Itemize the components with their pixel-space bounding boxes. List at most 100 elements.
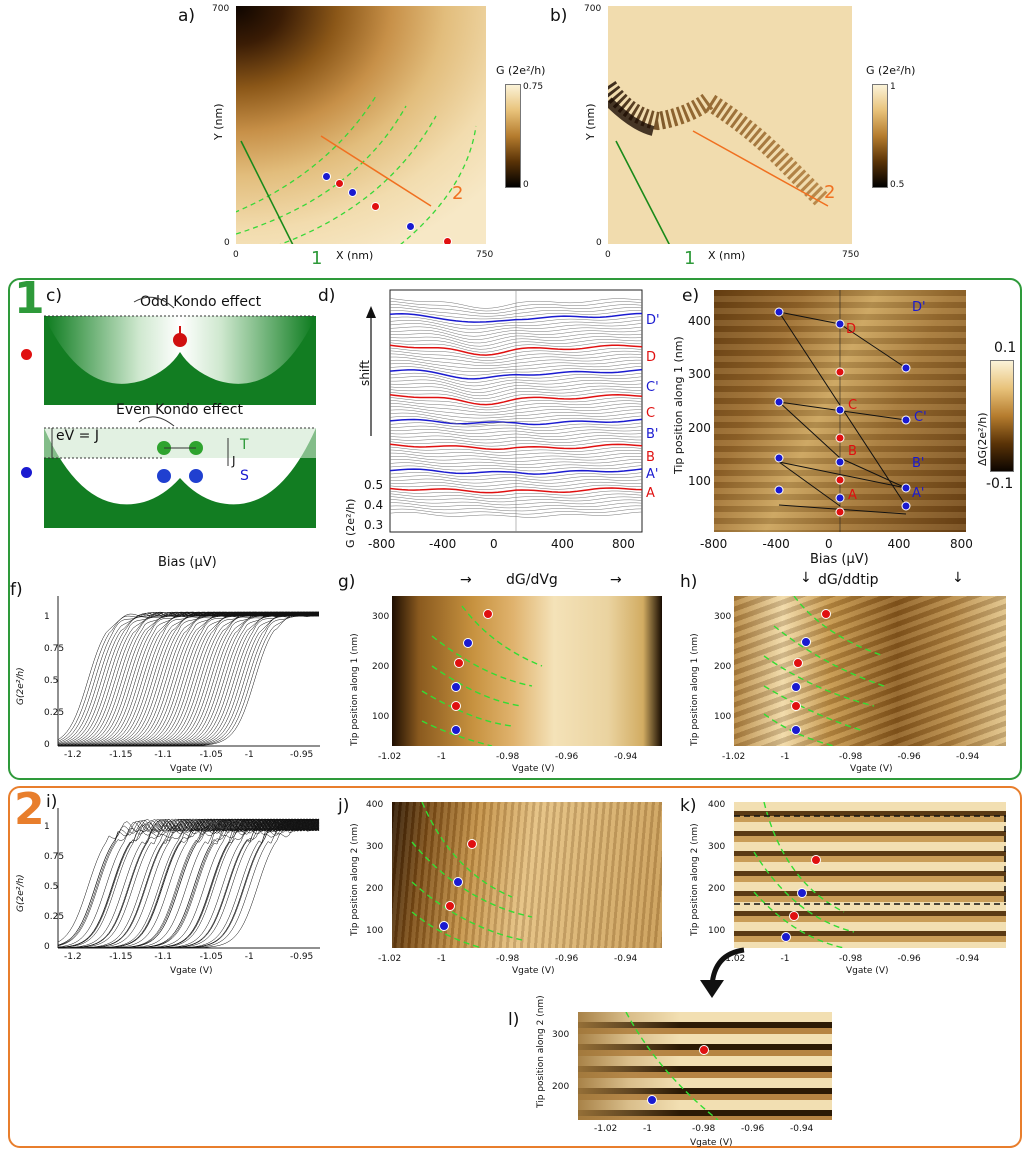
panel-h-title: dG/ddtip bbox=[818, 572, 879, 588]
even-kondo-diagram bbox=[44, 416, 316, 528]
panel-d-trace bbox=[389, 496, 643, 503]
map-a-y1: 700 bbox=[212, 4, 230, 14]
plot-f-curve bbox=[57, 611, 320, 746]
panel-e-cb-bot: -0.1 bbox=[986, 476, 1014, 492]
map-b-x1: 750 bbox=[842, 250, 860, 260]
plot-h-dot bbox=[791, 701, 801, 711]
panel-d-trace bbox=[389, 499, 643, 506]
plot-j-dot bbox=[439, 921, 449, 931]
panel-d-trace bbox=[389, 505, 643, 512]
panel-d-trace bbox=[389, 353, 643, 364]
panel-i-ytick: 0.25 bbox=[44, 912, 65, 922]
panel-d-trace bbox=[389, 475, 643, 481]
plot-k-dot bbox=[781, 932, 791, 942]
panel-j-overlay bbox=[411, 802, 533, 948]
map-a-colorbar bbox=[505, 84, 521, 188]
panel-d-trace-label: D bbox=[646, 350, 657, 365]
panel-e-cb-top: 0.1 bbox=[994, 340, 1017, 356]
plot-h-dot bbox=[791, 725, 801, 735]
panel-g-xtick: -1 bbox=[437, 752, 446, 762]
panel-d-trace bbox=[389, 376, 643, 387]
map-b-y1: 700 bbox=[584, 4, 602, 14]
plot-g-dot bbox=[451, 701, 461, 711]
panel-g-xtick: -0.94 bbox=[614, 752, 638, 762]
panel-f-plot bbox=[57, 596, 320, 747]
plot-g-dot bbox=[454, 658, 464, 668]
plot-i-curve bbox=[57, 819, 320, 949]
plot-f-curve bbox=[57, 611, 320, 747]
panel-h-ytick: 200 bbox=[714, 662, 732, 672]
panel-g-xtick: -0.96 bbox=[555, 752, 579, 762]
panel-d-trace bbox=[389, 418, 643, 426]
panel-h-ytick: 300 bbox=[714, 612, 732, 622]
panel-h-map bbox=[734, 596, 1006, 746]
map-a-line2-label: 2 bbox=[452, 183, 464, 204]
panel-d-trace bbox=[389, 443, 643, 451]
plot-g-dot bbox=[483, 609, 493, 619]
plot-f-curve bbox=[58, 611, 320, 747]
even-kondo-s: S bbox=[240, 468, 249, 484]
plot-f-curve bbox=[58, 611, 320, 747]
plot-f-curve bbox=[58, 611, 320, 747]
panel-d-trace bbox=[389, 465, 643, 472]
panel-label-b: b) bbox=[550, 6, 568, 26]
panel-e-point-label: A bbox=[848, 488, 857, 503]
plot-f-curve bbox=[58, 611, 320, 747]
plot-h-dot bbox=[801, 637, 811, 647]
panel-f-ylabel: G(2e²/h) bbox=[16, 667, 26, 705]
panel-d-trace bbox=[389, 379, 643, 390]
panel-g-xtick: -1.02 bbox=[378, 752, 402, 762]
even-kondo-j: J bbox=[232, 454, 236, 468]
panel-g-overlay bbox=[421, 605, 543, 746]
panel-h-xtick: -0.96 bbox=[897, 752, 921, 762]
panel-d-ylabel: G (2e²/h) bbox=[344, 498, 357, 548]
plot-f-curve bbox=[58, 611, 320, 747]
panel-i-ytick: 0.5 bbox=[44, 882, 59, 892]
plot-f-curve bbox=[57, 611, 320, 747]
plot-f-curve bbox=[58, 611, 320, 747]
panel-d-trace-label: C bbox=[646, 406, 656, 421]
panel-d-trace bbox=[389, 452, 643, 459]
panel-d-trace bbox=[389, 403, 643, 413]
panel-e-point-label: A' bbox=[912, 486, 925, 501]
panel-j-map bbox=[392, 802, 662, 948]
panel-d-trace bbox=[389, 362, 643, 373]
map-a-x0: 0 bbox=[233, 250, 239, 260]
map-b-line1-label: 1 bbox=[684, 248, 696, 269]
map-b-yaxis: Y (nm) bbox=[584, 103, 597, 141]
panel-d-trace bbox=[389, 385, 643, 397]
panel-e-point bbox=[835, 457, 845, 467]
panel-d-trace-label: C' bbox=[646, 380, 659, 395]
panel-e-point-label: C bbox=[848, 398, 858, 413]
plot-i-curve bbox=[57, 818, 320, 949]
map-b-cb-top: 1 bbox=[890, 82, 896, 92]
plot-f-curve bbox=[57, 611, 320, 747]
panel-i-ylabel: G(2e²/h) bbox=[16, 874, 26, 912]
plot-f-curve bbox=[58, 611, 320, 747]
panel-f-ytick: 0.75 bbox=[44, 644, 65, 654]
panel-l-xtick: -0.94 bbox=[790, 1124, 814, 1134]
panel-d-trace-label: A' bbox=[646, 467, 659, 482]
odd-kondo-diagram bbox=[44, 296, 316, 405]
panel-g-title: dG/dVg bbox=[506, 572, 558, 588]
plot-i-curve bbox=[57, 818, 320, 949]
panel-l-xtick: -0.96 bbox=[741, 1124, 765, 1134]
panel-d-trace bbox=[389, 441, 643, 447]
panel-d-ytick: 0.5 bbox=[364, 478, 384, 492]
map-a bbox=[236, 6, 486, 244]
panel-d-trace bbox=[389, 400, 643, 411]
map-a-colorbar-label: G (2e²/h) bbox=[496, 64, 546, 77]
panel-d-trace bbox=[389, 511, 643, 518]
map-b-line2-label: 2 bbox=[824, 182, 836, 203]
panel-label-f: f) bbox=[10, 580, 23, 600]
panel-d-trace bbox=[389, 406, 643, 416]
panel-label-h: h) bbox=[680, 572, 698, 592]
panel-i-plot bbox=[57, 808, 320, 949]
panel-l-ytick: 300 bbox=[552, 1030, 570, 1040]
map-b-colorbar bbox=[872, 84, 888, 188]
panel-d-trace bbox=[389, 502, 643, 509]
panel-d-trace bbox=[389, 316, 643, 326]
panel-e-point bbox=[835, 405, 845, 415]
plot-g-dot bbox=[451, 725, 461, 735]
panel-e-ytick: 300 bbox=[688, 367, 711, 382]
